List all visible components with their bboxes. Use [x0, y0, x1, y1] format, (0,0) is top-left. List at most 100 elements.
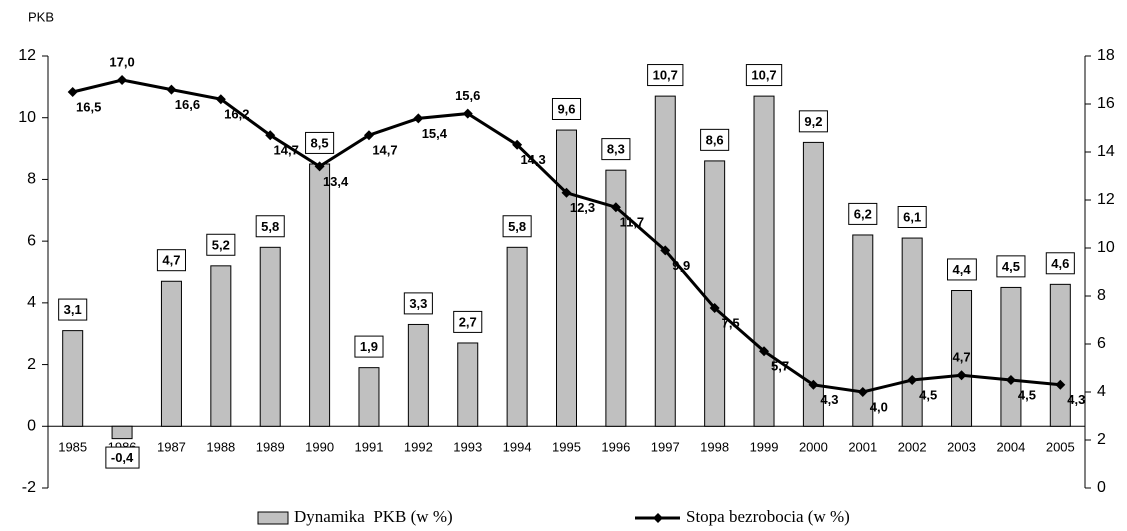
bar-value-label: 5,8: [508, 219, 526, 234]
y2-tick-label: 10: [1097, 239, 1115, 256]
line-marker: [67, 87, 78, 97]
bar-value-label: 5,2: [212, 237, 230, 252]
x-tick-label: 1999: [750, 440, 779, 455]
line-marker: [117, 75, 128, 85]
line-value-label: 9,9: [672, 258, 690, 273]
line-value-label: 12,3: [570, 200, 595, 215]
legend-label: Dynamika PKB (w %): [294, 507, 453, 526]
bar: [704, 160, 726, 427]
x-tick-label: 2001: [848, 440, 877, 455]
bar: [506, 246, 528, 427]
bar-value-label: 6,2: [854, 206, 872, 221]
x-tick-label: 2005: [1046, 440, 1075, 455]
value-label-box: [848, 202, 878, 225]
bar-value-label: 10,7: [653, 68, 678, 83]
bar-value-label: 8,3: [607, 142, 625, 157]
line-marker: [462, 108, 473, 119]
value-label-box: [206, 233, 236, 256]
line-value-label: 15,6: [455, 88, 480, 103]
value-label-box: [255, 215, 285, 238]
line-value-label: 4,3: [820, 392, 838, 407]
line-marker: [561, 187, 572, 198]
y-tick-label: -2: [22, 479, 36, 496]
line-value-label: 16,5: [76, 99, 101, 114]
value-label-box: [700, 128, 730, 151]
value-label-box: [453, 310, 483, 333]
y-tick-label: 6: [27, 232, 36, 249]
line-marker: [166, 84, 177, 95]
legend-label: Stopa bezrobocia (w %): [686, 507, 850, 526]
line-value-label: 14,7: [372, 143, 397, 158]
y2-tick-label: 18: [1097, 47, 1115, 64]
bar: [951, 290, 973, 427]
y-tick-label: 8: [27, 171, 36, 188]
line-value-label: 14,3: [520, 152, 545, 167]
bar-value-label: 6,1: [903, 209, 921, 224]
bar-value-label: 4,4: [953, 262, 972, 277]
legend-marker: [653, 513, 663, 523]
x-tick-label: 1994: [503, 440, 532, 455]
line-marker: [413, 113, 424, 124]
line-value-label: 4,3: [1067, 392, 1085, 407]
bar-value-label: 4,7: [162, 253, 180, 268]
bar-value-label: 4,5: [1002, 259, 1020, 274]
x-tick-label: 2003: [947, 440, 976, 455]
bar-value-label: 9,6: [557, 101, 575, 116]
bar: [605, 169, 627, 427]
bar-value-label: 2,7: [459, 314, 477, 329]
x-tick-label: 1989: [256, 440, 285, 455]
line-value-label: 4,0: [870, 399, 888, 414]
y2-tick-label: 12: [1097, 191, 1115, 208]
y2-tick-label: 4: [1097, 383, 1106, 400]
x-tick-label: 2002: [898, 440, 927, 455]
y2-tick-label: 8: [1097, 287, 1106, 304]
y2-tick-label: 16: [1097, 95, 1115, 112]
bar: [753, 95, 775, 427]
y2-tick-label: 6: [1097, 335, 1106, 352]
bar-value-label: 10,7: [751, 68, 776, 83]
bar-value-label: 8,5: [311, 135, 329, 150]
bar-value-label: 4,6: [1051, 256, 1069, 271]
bar: [1000, 286, 1022, 427]
bar: [111, 425, 133, 440]
line-value-label: 16,6: [175, 97, 200, 112]
value-label-box: [551, 97, 582, 120]
bar: [358, 367, 380, 427]
bar: [1049, 283, 1071, 427]
line-value-label: 14,7: [274, 143, 299, 158]
line-marker: [907, 375, 918, 385]
y-tick-label: 2: [27, 356, 36, 373]
x-tick-label: 1992: [404, 440, 433, 455]
line-value-label: 13,4: [323, 174, 349, 189]
x-tick-label: 1993: [453, 440, 482, 455]
value-label-box: [647, 64, 684, 87]
value-label-box: [996, 255, 1026, 278]
x-tick-label: 1990: [305, 440, 334, 455]
value-label-box: [502, 215, 532, 238]
x-tick-label: 1985: [58, 440, 87, 455]
line-value-label: 15,4: [422, 126, 448, 141]
bar-value-label: 3,3: [409, 296, 427, 311]
line-marker: [660, 245, 671, 256]
value-label-box: [1045, 252, 1075, 275]
x-tick-label: 1998: [700, 440, 729, 455]
bar: [852, 234, 874, 427]
value-label-box: [745, 64, 783, 87]
line-marker: [1055, 379, 1066, 390]
line-marker: [808, 379, 819, 390]
value-label-box: [58, 298, 88, 321]
bar: [62, 330, 84, 427]
x-tick-label: 2004: [996, 440, 1025, 455]
legend-swatch: [257, 511, 289, 525]
bar-value-label: 1,9: [360, 339, 378, 354]
value-label-box: [354, 335, 384, 358]
bar: [309, 163, 331, 427]
bar: [802, 141, 824, 427]
bar: [259, 246, 281, 427]
line-marker: [956, 370, 967, 381]
bar: [210, 265, 232, 427]
y-tick-label: 4: [27, 294, 36, 311]
y-tick-label: 0: [27, 418, 36, 435]
bar: [457, 342, 479, 427]
line-marker: [363, 130, 374, 141]
